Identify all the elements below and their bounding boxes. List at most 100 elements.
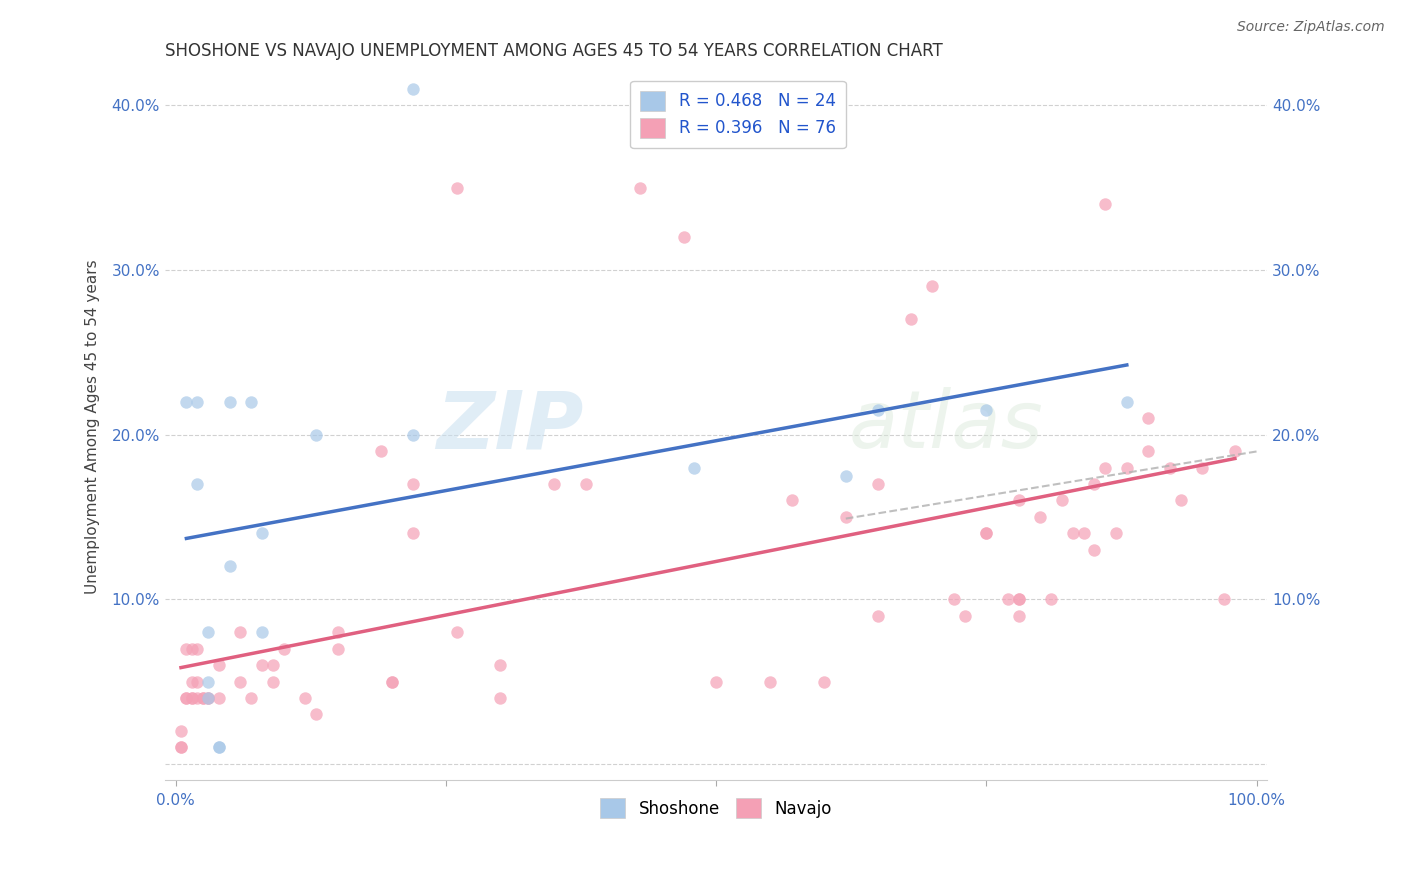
Point (1170, 493, 1192, 508)
Point (170, 723, 193, 738)
Point (1008, 592, 1031, 607)
Point (218, 559, 240, 574)
Point (191, 690, 214, 705)
Point (326, 625, 349, 640)
Point (1137, 411, 1160, 425)
Point (402, 477, 425, 491)
Point (294, 690, 316, 705)
Point (1008, 592, 1031, 607)
Point (543, 477, 565, 491)
Point (1050, 493, 1073, 508)
Point (759, 674, 782, 689)
Point (921, 279, 943, 293)
Point (974, 526, 997, 541)
Point (1159, 460, 1181, 475)
Point (180, 674, 202, 689)
Point (186, 690, 208, 705)
Point (273, 641, 295, 656)
Point (835, 509, 858, 524)
Point (868, 477, 890, 491)
Point (197, 690, 219, 705)
Point (1094, 197, 1116, 211)
Point (446, 625, 468, 640)
Text: SHOSHONE VS NAVAJO UNEMPLOYMENT AMONG AGES 45 TO 54 YEARS CORRELATION CHART: SHOSHONE VS NAVAJO UNEMPLOYMENT AMONG AG… (165, 42, 942, 60)
Point (1105, 526, 1128, 541)
Point (381, 674, 404, 689)
Point (1223, 444, 1246, 458)
Point (402, 427, 425, 442)
Point (208, 658, 231, 673)
Point (326, 641, 349, 656)
Point (250, 658, 273, 673)
Point (191, 690, 214, 705)
Point (1073, 526, 1095, 541)
Text: atlas: atlas (848, 387, 1043, 466)
Point (683, 460, 706, 475)
Point (176, 641, 198, 656)
Text: Source: ZipAtlas.com: Source: ZipAtlas.com (1237, 20, 1385, 34)
Point (628, 180, 651, 194)
Point (176, 690, 198, 705)
Point (974, 526, 997, 541)
Point (813, 674, 835, 689)
Point (974, 403, 997, 417)
Point (208, 740, 231, 755)
Y-axis label: Unemployment Among Ages 45 to 54 years: Unemployment Among Ages 45 to 54 years (86, 259, 100, 594)
Point (186, 641, 208, 656)
Point (402, 526, 425, 541)
Point (305, 427, 328, 442)
Point (1083, 477, 1105, 491)
Point (942, 592, 965, 607)
Point (180, 641, 202, 656)
Point (1062, 526, 1084, 541)
Point (305, 707, 328, 722)
Point (186, 394, 208, 409)
Point (1094, 460, 1116, 475)
Point (1029, 509, 1052, 524)
Point (197, 674, 219, 689)
Point (1115, 460, 1137, 475)
Point (381, 674, 404, 689)
Point (446, 180, 468, 194)
Point (250, 625, 273, 640)
Point (489, 690, 512, 705)
Point (1083, 542, 1105, 557)
Point (229, 674, 252, 689)
Point (197, 690, 219, 705)
Point (208, 690, 231, 705)
Point (868, 403, 890, 417)
Point (1008, 608, 1031, 623)
Point (997, 592, 1019, 607)
Point (208, 740, 231, 755)
Point (575, 477, 598, 491)
Point (197, 690, 219, 705)
Legend: Shoshone, Navajo: Shoshone, Navajo (593, 791, 839, 825)
Point (953, 608, 976, 623)
Point (262, 674, 284, 689)
Point (900, 312, 922, 326)
Point (1115, 394, 1137, 409)
Point (229, 625, 252, 640)
Point (197, 625, 219, 640)
Point (835, 468, 858, 483)
Point (1008, 493, 1031, 508)
Point (402, 82, 425, 96)
Point (1191, 460, 1213, 475)
Point (489, 658, 512, 673)
Point (262, 658, 284, 673)
Point (240, 394, 263, 409)
Point (186, 477, 208, 491)
Point (186, 674, 208, 689)
Point (240, 690, 263, 705)
Point (250, 526, 273, 541)
Point (180, 690, 202, 705)
Point (704, 674, 727, 689)
Point (672, 230, 695, 244)
Point (370, 444, 392, 458)
Point (868, 608, 890, 623)
Point (780, 493, 803, 508)
Point (176, 690, 198, 705)
Point (170, 740, 193, 755)
Point (180, 690, 202, 705)
Point (1040, 592, 1063, 607)
